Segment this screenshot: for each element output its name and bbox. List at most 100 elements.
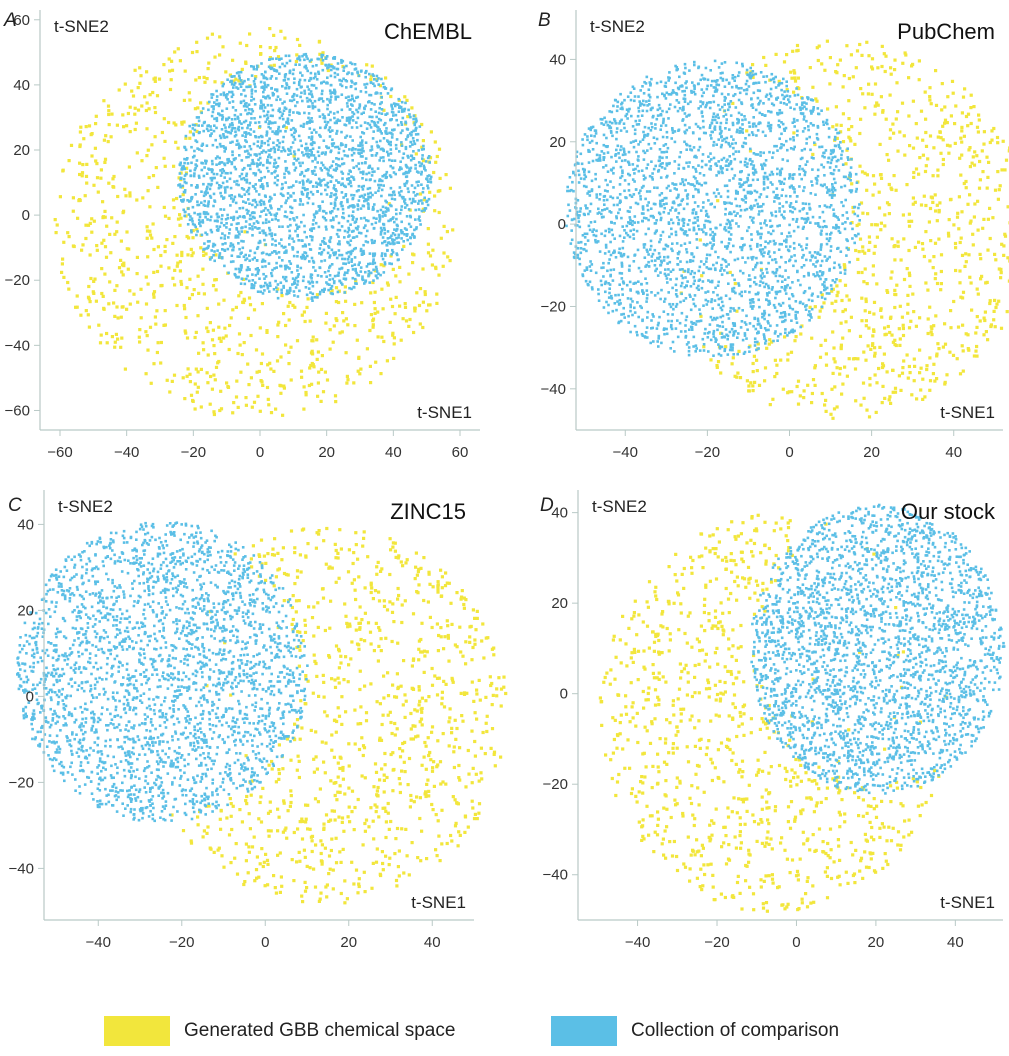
point-generated	[729, 271, 732, 274]
point-generated	[194, 382, 197, 385]
point-comparison	[278, 242, 281, 245]
point-generated	[823, 403, 826, 406]
point-comparison	[278, 256, 281, 259]
point-generated	[949, 198, 952, 201]
point-comparison	[325, 124, 328, 127]
point-comparison	[205, 190, 208, 193]
point-generated	[859, 87, 862, 90]
point-generated	[76, 294, 79, 297]
point-generated	[125, 124, 128, 127]
point-comparison	[285, 280, 288, 283]
point-comparison	[291, 211, 294, 214]
point-generated	[186, 235, 189, 238]
point-generated	[218, 35, 221, 38]
point-comparison	[374, 262, 377, 265]
point-comparison	[386, 208, 389, 211]
point-generated	[128, 289, 131, 292]
point-comparison	[271, 275, 274, 278]
point-generated	[164, 250, 167, 253]
point-comparison	[401, 144, 404, 147]
point-comparison	[271, 251, 274, 254]
point-generated	[180, 121, 183, 124]
point-comparison	[268, 137, 271, 140]
point-comparison	[254, 122, 257, 125]
point-generated	[964, 252, 967, 255]
point-comparison	[258, 227, 261, 230]
point-comparison	[305, 236, 308, 239]
point-generated	[392, 357, 395, 360]
point-generated	[748, 389, 751, 392]
point-comparison	[275, 99, 278, 102]
point-generated	[139, 74, 142, 77]
point-generated	[901, 316, 904, 319]
point-generated	[369, 365, 372, 368]
point-generated	[935, 353, 938, 356]
point-comparison	[291, 96, 294, 99]
point-comparison	[331, 165, 334, 168]
point-generated	[861, 212, 864, 215]
point-comparison	[362, 252, 365, 255]
point-generated	[256, 371, 259, 374]
point-generated	[841, 337, 844, 340]
point-comparison	[825, 259, 828, 262]
point-comparison	[220, 222, 223, 225]
point-generated	[843, 366, 846, 369]
point-comparison	[615, 256, 618, 259]
point-generated	[978, 160, 981, 163]
point-comparison	[427, 204, 430, 207]
point-generated	[881, 401, 884, 404]
point-generated	[844, 320, 847, 323]
point-comparison	[604, 291, 607, 294]
point-comparison	[235, 268, 238, 271]
point-comparison	[589, 141, 592, 144]
point-generated	[195, 368, 198, 371]
point-generated	[796, 44, 799, 47]
point-comparison	[189, 170, 192, 173]
point-comparison	[312, 266, 315, 269]
point-comparison	[391, 136, 394, 139]
point-generated	[121, 305, 124, 308]
point-comparison	[296, 251, 299, 254]
point-generated	[888, 395, 891, 398]
point-comparison	[798, 185, 801, 188]
point-comparison	[808, 310, 811, 313]
point-generated	[824, 339, 827, 342]
point-comparison	[803, 186, 806, 189]
point-comparison	[825, 233, 828, 236]
point-comparison	[391, 159, 394, 162]
point-comparison	[304, 92, 307, 95]
point-generated	[896, 150, 899, 153]
point-comparison	[418, 215, 421, 218]
point-comparison	[309, 282, 312, 285]
point-generated	[973, 202, 976, 205]
point-comparison	[303, 123, 306, 126]
point-comparison	[400, 209, 403, 212]
point-comparison	[398, 169, 401, 172]
point-comparison	[658, 241, 661, 244]
point-generated	[145, 372, 148, 375]
point-comparison	[610, 156, 613, 159]
point-generated	[872, 273, 875, 276]
point-generated	[87, 285, 90, 288]
point-comparison	[285, 169, 288, 172]
point-comparison	[279, 66, 282, 69]
point-comparison	[380, 233, 383, 236]
point-comparison	[702, 91, 705, 94]
point-comparison	[362, 185, 365, 188]
point-comparison	[293, 290, 296, 293]
point-generated	[148, 176, 151, 179]
point-comparison	[380, 227, 383, 230]
point-generated	[737, 350, 740, 353]
point-comparison	[788, 298, 791, 301]
point-generated	[111, 177, 114, 180]
point-comparison	[275, 262, 278, 265]
point-generated	[840, 344, 843, 347]
point-generated	[129, 106, 132, 109]
point-comparison	[342, 262, 345, 265]
point-comparison	[207, 205, 210, 208]
point-comparison	[266, 114, 269, 117]
point-generated	[868, 377, 871, 380]
point-comparison	[208, 101, 211, 104]
point-generated	[989, 299, 992, 302]
point-comparison	[811, 184, 814, 187]
